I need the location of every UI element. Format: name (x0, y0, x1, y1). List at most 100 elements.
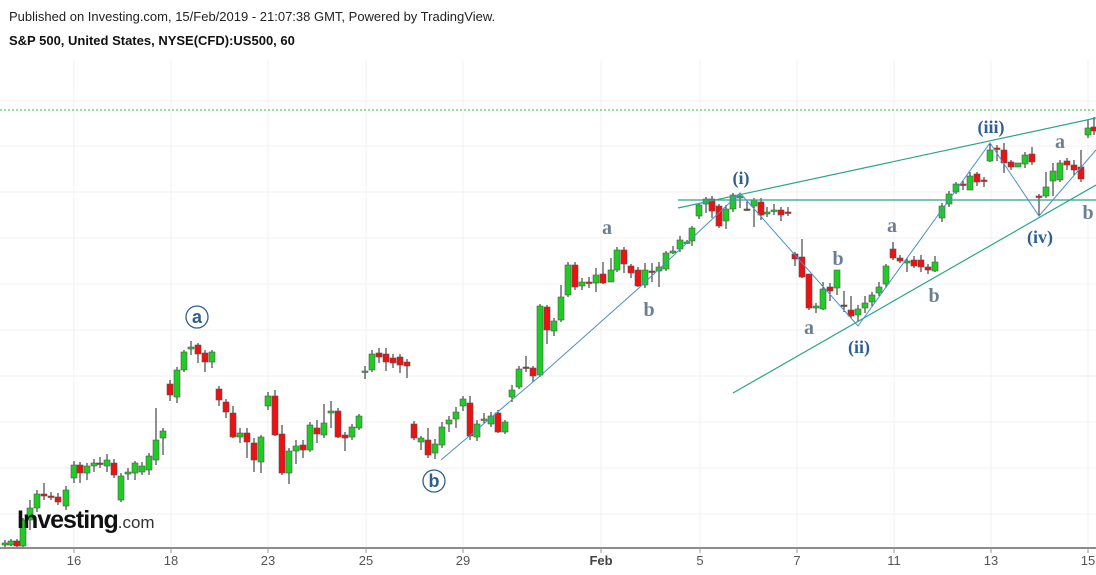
candle (750, 198, 758, 227)
candle (515, 366, 523, 389)
candle (33, 490, 41, 512)
candle (278, 425, 286, 475)
candle (861, 296, 869, 313)
candle (777, 207, 785, 221)
candle (124, 468, 132, 480)
candle (959, 181, 967, 190)
candle (103, 454, 111, 472)
candle (292, 440, 300, 464)
candles (1, 117, 1096, 547)
candle (641, 263, 649, 288)
candle (396, 354, 404, 373)
candle (952, 182, 960, 194)
investing-logo: Investing.com (17, 506, 155, 535)
candle (410, 421, 418, 440)
x-tick-label: 11 (887, 553, 901, 568)
candle (743, 201, 751, 211)
candle (445, 416, 453, 432)
candle (473, 420, 481, 441)
candle (70, 461, 78, 483)
candle (187, 341, 195, 355)
candle (695, 203, 703, 219)
candle (375, 348, 383, 363)
candle (1035, 194, 1043, 216)
candle (355, 414, 363, 430)
candle (1028, 147, 1036, 165)
candle (431, 439, 439, 459)
x-tick-label: 15 (1080, 553, 1096, 568)
candle (62, 486, 70, 510)
candle (847, 296, 855, 318)
candle (868, 292, 876, 306)
candle (1090, 117, 1096, 135)
sub-wave-label: a (804, 317, 814, 339)
x-tick-label: 23 (260, 553, 276, 568)
logo-text: Investing (17, 506, 119, 534)
candle (313, 420, 321, 443)
wave-label: (i) (733, 168, 750, 189)
candle (403, 359, 411, 378)
candle (986, 143, 994, 162)
channel-lines (677, 117, 1096, 394)
candle (208, 350, 216, 368)
candle (826, 283, 834, 301)
candle (543, 305, 551, 344)
candle (341, 432, 349, 451)
published-caption: Published on Investing.com, 15/Feb/2019 … (9, 9, 496, 24)
sub-wave-label: b (832, 248, 843, 270)
x-tick-label: 25 (358, 553, 374, 568)
candle (585, 277, 593, 288)
candle (501, 420, 509, 434)
candle (1077, 150, 1085, 182)
candle (201, 350, 209, 372)
candle (320, 404, 328, 438)
sub-wave-label: b (643, 299, 654, 321)
candle (159, 428, 167, 455)
candle (903, 258, 911, 272)
candle (736, 195, 744, 208)
candle (7, 539, 15, 546)
wave-line (440, 142, 1096, 461)
candle (1070, 160, 1078, 175)
x-tick-label: 29 (455, 553, 471, 568)
candle (327, 401, 335, 428)
candle (285, 448, 293, 484)
channel-line (677, 117, 1096, 209)
grid-lines (0, 60, 1096, 548)
sub-wave-label: b (1082, 202, 1093, 224)
candle (243, 428, 251, 458)
sub-wave-label: a (602, 217, 612, 239)
candle (889, 242, 897, 260)
x-axis-tick-marks (73, 548, 1089, 553)
logo-suffix: .com (117, 513, 155, 532)
candle (236, 428, 244, 443)
candle (54, 493, 62, 505)
candle (334, 408, 342, 438)
candle (578, 278, 586, 290)
candle (648, 263, 656, 282)
candle (299, 440, 307, 458)
candle (40, 483, 48, 500)
candle (917, 255, 925, 272)
candle (257, 435, 265, 473)
x-tick-label: 13 (983, 553, 999, 568)
candle (110, 459, 118, 478)
candle (910, 256, 918, 268)
candle (1042, 172, 1050, 198)
candle (763, 207, 771, 217)
candle (271, 390, 279, 436)
candle (722, 205, 730, 229)
candle (173, 367, 181, 403)
candle (145, 453, 153, 475)
wave-label: a (192, 307, 203, 327)
candle (770, 204, 778, 215)
circled-label-ring (185, 305, 209, 329)
candle (1049, 163, 1057, 196)
candle (222, 399, 230, 418)
candle (805, 273, 813, 310)
candle (896, 255, 904, 263)
candle (655, 262, 663, 287)
candle (924, 264, 932, 274)
candle (634, 267, 642, 287)
chart-title: S&P 500, United States, NYSE(CFD):US500,… (9, 33, 295, 48)
